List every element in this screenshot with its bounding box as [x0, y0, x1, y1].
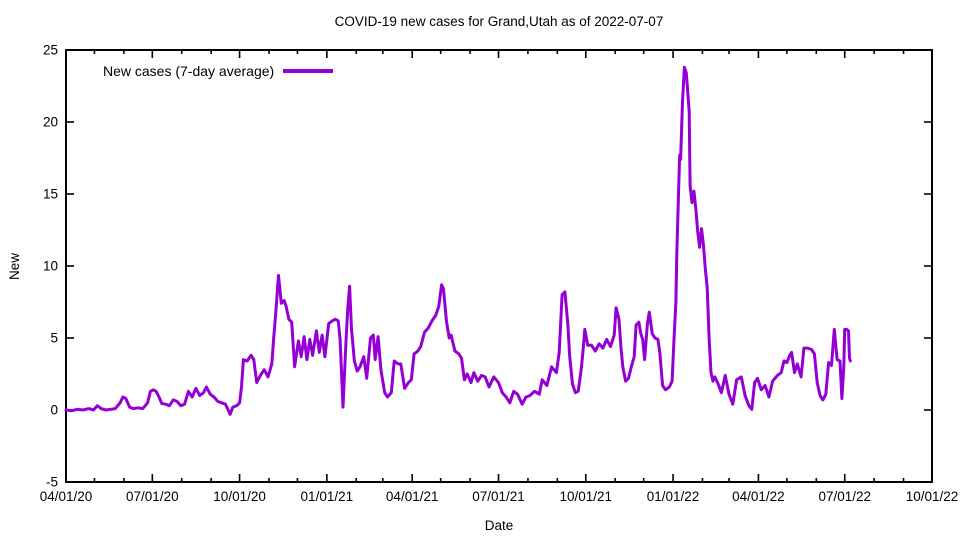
y-tick-label: 15 — [43, 187, 58, 202]
x-tick-label: 04/01/22 — [732, 489, 785, 504]
x-tick-label: 04/01/20 — [40, 489, 93, 504]
legend-line-sample — [283, 69, 334, 73]
x-tick-label: 07/01/20 — [126, 489, 179, 504]
x-tick-label: 04/01/21 — [386, 489, 439, 504]
series-line — [64, 65, 852, 416]
x-tick-label: 01/01/21 — [301, 489, 354, 504]
x-tick-label: 10/01/21 — [560, 489, 613, 504]
y-tick-label: 0 — [50, 403, 58, 418]
x-tick-label: 07/01/21 — [472, 489, 525, 504]
plot-border — [65, 49, 933, 483]
x-tick-label: 07/01/22 — [818, 489, 871, 504]
x-tick-label: 10/01/22 — [906, 489, 959, 504]
x-tick-label: 01/01/22 — [647, 489, 700, 504]
legend-label: New cases (7-day average) — [103, 63, 275, 79]
y-tick-label: 10 — [43, 259, 58, 274]
y-tick-label: 5 — [50, 331, 58, 346]
chart-title: COVID-19 new cases for Grand,Utah as of … — [334, 14, 664, 29]
y-tick-label: 25 — [43, 43, 58, 58]
y-tick-label: 20 — [43, 115, 58, 130]
legend: New cases (7-day average) — [103, 63, 334, 79]
x-tick-label: 10/01/20 — [213, 489, 266, 504]
x-axis-title: Date — [484, 518, 514, 533]
y-tick-label: -5 — [46, 475, 58, 490]
